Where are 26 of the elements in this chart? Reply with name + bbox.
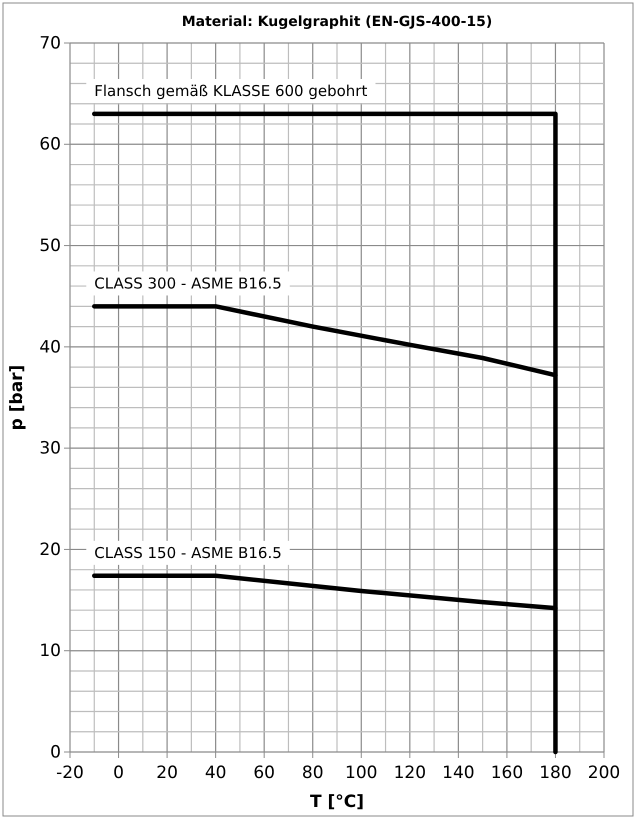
x-axis-title: T [°C] xyxy=(310,792,364,812)
y-tick-label: 50 xyxy=(39,236,61,256)
x-tick-label: -20 xyxy=(56,763,84,783)
y-tick-label: 30 xyxy=(39,438,61,459)
y-axis-title: p [bar] xyxy=(7,364,27,430)
y-tick-label: 40 xyxy=(39,337,61,358)
x-tick-label: 80 xyxy=(302,763,324,783)
y-tick-label: 60 xyxy=(39,134,61,155)
x-tick-label: 60 xyxy=(253,763,275,783)
x-tick-label: 120 xyxy=(394,763,426,783)
series-label: CLASS 300 - ASME B16.5 xyxy=(94,274,282,292)
y-tick-label: 70 xyxy=(39,33,61,54)
x-tick-label: 20 xyxy=(156,763,178,783)
y-tick-label: 20 xyxy=(39,540,61,560)
x-tick-label: 140 xyxy=(442,763,475,783)
y-tick-label: 0 xyxy=(50,742,61,762)
series-label: CLASS 150 - ASME B16.5 xyxy=(94,544,282,562)
x-tick-label: 180 xyxy=(539,763,572,783)
x-tick-label: 100 xyxy=(345,763,378,783)
chart-title: Material: Kugelgraphit (EN-GJS-400-15) xyxy=(182,14,492,30)
x-tick-label: 0 xyxy=(113,763,124,783)
x-tick-label: 200 xyxy=(588,763,620,783)
x-tick-label: 160 xyxy=(490,763,524,783)
y-tick-label: 10 xyxy=(39,641,61,662)
x-tick-label: 40 xyxy=(204,763,226,783)
series-label: Flansch gemäß KLASSE 600 gebohrt xyxy=(94,82,368,100)
